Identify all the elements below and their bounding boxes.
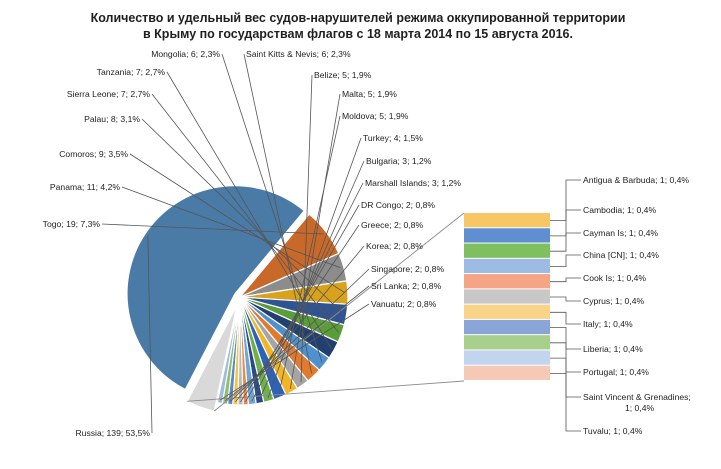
data-label-singapore: Singapore; 2; 0,8%	[371, 264, 444, 274]
data-label-vanuatu: Vanuatu; 2; 0,8%	[371, 299, 437, 309]
leader-line-saint-kitts-nevis	[243, 53, 313, 374]
leader-line-saint-vincent-grenadines	[550, 357, 581, 398]
pie-slice-vanuatu	[216, 296, 241, 405]
data-label-liberia: Liberia; 1; 0,4%	[583, 344, 643, 354]
data-label-russia: Russia; 139; 53,5%	[75, 428, 150, 438]
leader-line-liberia	[550, 327, 581, 350]
bar-segment-saint-vincent-grenadines	[464, 350, 550, 365]
leader-line-moldova	[278, 115, 341, 395]
data-label-antigua-barbuda: Antigua & Barbuda; 1; 0,4%	[583, 175, 689, 185]
leader-line-antigua-barbuda	[550, 179, 581, 222]
bar-segment-portugal	[464, 335, 550, 350]
data-label-cambodia: Cambodia; 1; 0,4%	[583, 205, 656, 215]
leader-line-singapore	[230, 268, 370, 402]
leader-line-vanuatu	[220, 303, 370, 401]
data-label-belize: Belize; 5; 1,9%	[314, 70, 372, 80]
pie-slice-russia	[126, 185, 306, 391]
data-labels: Russia; 139; 53,5% Togo; 19; 7,3% Panama; …	[43, 49, 691, 438]
connector-lines	[187, 212, 465, 412]
data-label-italy: Italy; 1; 0,4%	[583, 319, 633, 329]
leader-line-malta	[289, 93, 341, 389]
bar-segment-cook-is	[464, 274, 550, 289]
chart-title-line-1: Количество и удельный вес судов-нарушите…	[91, 11, 626, 25]
connector-top	[213, 212, 465, 412]
data-label-cook-is: Cook Is; 1; 0,4%	[583, 273, 646, 283]
leader-line-cambodia	[550, 209, 581, 237]
data-label-china-cn: China [CN]; 1; 0,4%	[583, 250, 659, 260]
leader-line-china-cn	[550, 254, 581, 267]
leader-line-cyprus	[550, 296, 581, 302]
leader-lines	[101, 53, 581, 434]
bar-segment-liberia	[464, 319, 550, 335]
leader-line-italy	[550, 311, 581, 325]
leader-line-comoros	[129, 153, 345, 294]
data-label-tuvalu: Tuvalu; 1; 0,4%	[583, 426, 643, 436]
data-label-mongolia: Mongolia; 6; 2,3%	[151, 49, 220, 59]
leader-line-panama	[121, 186, 341, 269]
leader-line-cook-is	[550, 277, 581, 283]
leader-line-mongolia	[221, 53, 323, 363]
leader-line-tuvalu	[550, 372, 581, 432]
data-label-panama: Panama; 11; 4,2%	[50, 182, 120, 192]
leader-line-belize	[300, 74, 313, 383]
leader-line-russia	[147, 235, 153, 434]
leader-line-portugal	[550, 342, 581, 373]
data-label-turkey: Turkey; 4; 1,5%	[363, 133, 423, 143]
secondary-bar	[464, 213, 550, 380]
data-label-moldova: Moldova; 5; 1,9%	[342, 111, 409, 121]
data-label-greece: Greece; 2; 0,8%	[361, 220, 423, 230]
bar-segment-antigua-barbuda	[464, 213, 550, 228]
data-label-comoros: Comoros; 9; 3,5%	[59, 149, 128, 159]
bar-segment-cyprus	[464, 289, 550, 304]
bar-segment-china-cn	[464, 258, 550, 274]
data-label-korea: Korea; 2; 0,8%	[366, 241, 423, 251]
data-label-portugal: Portugal; 1; 0,4%	[583, 367, 649, 377]
data-label-togo: Togo; 19; 7,3%	[43, 219, 101, 229]
bar-segment-cayman-is	[464, 243, 550, 258]
data-label-marshall-islands: Marshall Islands; 3; 1,2%	[365, 178, 461, 188]
chart-title-line-2: в Крыму по государствам флагов с 18 март…	[143, 27, 573, 41]
data-label-saint-kitts-nevis: Saint Kitts & Nevis; 6; 2,3%	[246, 49, 351, 59]
data-label-bulgaria: Bulgaria; 3; 1,2%	[366, 156, 432, 166]
data-label-saint-vincent-grenadines: Saint Vincent & Grenadines; 1; 0,4%	[583, 392, 691, 413]
pie-slices	[126, 185, 349, 412]
leader-line-cayman-is	[550, 232, 581, 252]
data-label-palau: Palau; 8; 3,1%	[84, 114, 140, 124]
data-label-malta: Malta; 5; 1,9%	[342, 89, 397, 99]
data-label-cyprus: Cyprus; 1; 0,4%	[583, 296, 644, 306]
data-label-tanzania: Tanzania; 7; 2,7%	[97, 67, 166, 77]
bar-segment-cambodia	[464, 228, 550, 243]
data-label-cayman-is: Cayman Is; 1; 0,4%	[583, 228, 658, 238]
connector-bottom	[187, 380, 465, 402]
data-label-dr-congo: DR Congo; 2; 0,8%	[361, 200, 435, 210]
data-label-sierra-leone: Sierra Leone; 7; 2,7%	[67, 89, 150, 99]
data-label-sri-lanka: Sri Lanka; 2; 0,8%	[371, 281, 442, 291]
bar-segment-tuvalu	[464, 365, 550, 380]
bar-segment-italy	[464, 304, 550, 319]
leader-line-togo	[101, 223, 324, 235]
